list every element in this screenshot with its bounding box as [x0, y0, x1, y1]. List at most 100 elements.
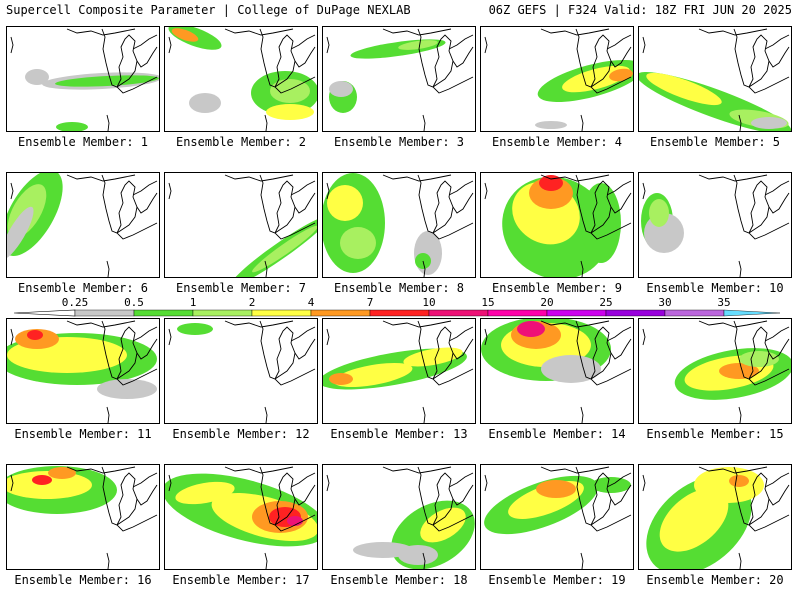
scp-contour-area [25, 69, 49, 85]
great-lakes-outline [224, 466, 316, 532]
scp-contour-area [350, 39, 446, 59]
scp-contour-area [55, 75, 159, 87]
ensemble-member-map [164, 318, 318, 424]
scp-contour-area [32, 475, 52, 485]
ensemble-member-map [6, 172, 160, 278]
great-lakes-outline [66, 174, 158, 240]
ensemble-member-label: Ensemble Member: 15 [646, 427, 784, 441]
ensemble-member-map [322, 464, 476, 570]
ensemble-member-map [638, 172, 792, 278]
ensemble-member-label: Ensemble Member: 13 [330, 427, 468, 441]
ensemble-member-label: Ensemble Member: 7 [175, 281, 307, 295]
scp-contour-area [694, 467, 764, 503]
great-lakes-outline [540, 320, 632, 386]
color-scale-tick-label: 15 [481, 296, 495, 309]
great-lakes-outline [540, 466, 632, 532]
color-scale-segment [664, 309, 725, 317]
ensemble-member-label: Ensemble Member: 11 [14, 427, 152, 441]
great-lakes-outline [698, 174, 790, 240]
coastline-segment [106, 552, 110, 569]
coastline-segment [422, 552, 426, 569]
scp-contour-area [659, 488, 729, 552]
coastline-segment [484, 182, 488, 200]
coastline-segment [738, 114, 742, 131]
ensemble-member-label: Ensemble Member: 6 [17, 281, 149, 295]
scp-contour-area [536, 480, 576, 498]
coastline-segment [580, 552, 584, 569]
scp-contour-area [7, 206, 34, 260]
ensemble-member-map [322, 26, 476, 132]
scp-contour-area [420, 507, 466, 543]
scp-contour-area [175, 481, 235, 505]
great-lakes-outline [540, 174, 632, 240]
great-lakes-outline [66, 28, 158, 94]
coastline-segment [106, 260, 110, 277]
coastline-segment [10, 328, 14, 346]
ensemble-member-map [638, 318, 792, 424]
color-scale-tick-label: 0.25 [61, 296, 89, 309]
coastline-segment [422, 260, 426, 277]
color-scale-tick-label: 25 [599, 296, 613, 309]
color-scale-bar [13, 309, 781, 317]
great-lakes-outline [698, 28, 790, 94]
ensemble-member-map [164, 26, 318, 132]
color-scale-segment [487, 309, 548, 317]
coastline-segment [168, 328, 172, 346]
great-lakes-outline [224, 28, 316, 94]
color-scale-tick-label: 30 [658, 296, 672, 309]
color-scale-tick-label: 4 [307, 296, 315, 309]
scp-contour-area [333, 362, 413, 388]
color-scale-tick-label: 1 [189, 296, 197, 309]
coastline-segment [738, 552, 742, 569]
scp-contour-area [398, 40, 438, 50]
coastline-segment [484, 328, 488, 346]
ensemble-member-map [6, 318, 160, 424]
coastline-segment [326, 328, 330, 346]
coastline-segment [422, 406, 426, 423]
scp-contour-area [403, 347, 463, 367]
ensemble-member-label: Ensemble Member: 16 [14, 573, 152, 587]
ensemble-member-label: Ensemble Member: 10 [646, 281, 784, 295]
great-lakes-outline [382, 466, 474, 532]
coastline-segment [422, 114, 426, 131]
scp-contour-area [535, 121, 567, 129]
coastline-segment [580, 260, 584, 277]
scp-contour-area [56, 122, 88, 131]
color-scale-segment [605, 309, 666, 317]
scp-contour-area [327, 185, 363, 221]
ensemble-member-label: Ensemble Member: 4 [491, 135, 623, 149]
scp-contour-area [649, 199, 669, 227]
color-scale-high-arrow [723, 309, 781, 317]
coastline-segment [264, 552, 268, 569]
color-scale-segment [192, 309, 253, 317]
ensemble-member-map [6, 464, 160, 570]
great-lakes-outline [698, 320, 790, 386]
coastline-segment [264, 406, 268, 423]
coastline-segment [642, 328, 646, 346]
color-scale-tick-label: 10 [422, 296, 436, 309]
coastline-segment [10, 474, 14, 492]
great-lakes-outline [382, 320, 474, 386]
great-lakes-outline [66, 466, 158, 532]
color-scale-segment [428, 309, 489, 317]
ensemble-member-label: Ensemble Member: 3 [333, 135, 465, 149]
coastline-segment [326, 182, 330, 200]
scp-contour-area [48, 467, 76, 479]
ensemble-member-map [164, 464, 318, 570]
scp-contour-area [609, 68, 633, 82]
scp-contour-area [719, 363, 759, 379]
scp-contour-area [646, 72, 722, 106]
valid-time-label: 06Z GEFS | F324 Valid: 18Z FRI JUN 20 20… [488, 3, 792, 17]
ensemble-member-map [322, 172, 476, 278]
great-lakes-outline [382, 28, 474, 94]
coastline-segment [168, 182, 172, 200]
color-scale-tick-label: 0.5 [124, 296, 144, 309]
scp-contour-area [517, 321, 545, 337]
ensemble-member-map [480, 172, 634, 278]
color-scale-segment [369, 309, 430, 317]
scp-contour-area [329, 373, 353, 385]
ensemble-member-label: Ensemble Member: 19 [488, 573, 626, 587]
scp-contour-area [751, 117, 787, 129]
ensemble-member-label: Ensemble Member: 17 [172, 573, 310, 587]
ensemble-member-label: Ensemble Member: 2 [175, 135, 307, 149]
